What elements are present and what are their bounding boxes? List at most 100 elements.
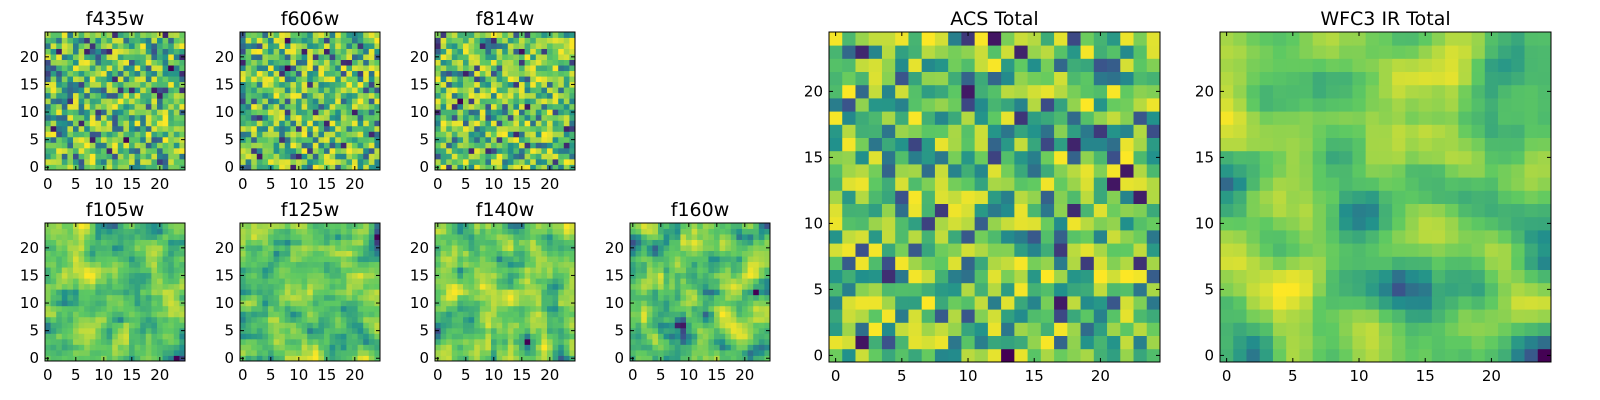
heatmap-cell (563, 87, 570, 94)
heatmap-cell (736, 267, 743, 274)
heatmap-cell (134, 98, 141, 105)
heatmap-cell (301, 294, 308, 301)
heatmap-cell (479, 76, 486, 83)
heatmap-cell (157, 261, 163, 268)
heatmap-cell (507, 344, 514, 351)
heatmap-cell (340, 81, 347, 88)
heatmap-cell (541, 267, 548, 274)
heatmap-cell (73, 147, 79, 154)
heatmap-cell (440, 70, 447, 77)
heatmap-cell (318, 65, 325, 72)
heatmap-cell (168, 147, 175, 154)
heatmap-cell (569, 349, 576, 356)
heatmap-cell (279, 234, 286, 240)
heatmap-cell (519, 109, 525, 116)
heatmap-cell (329, 48, 336, 55)
heatmap-cell (368, 278, 375, 285)
heatmap-cell (335, 234, 342, 240)
heatmap-cell (1093, 177, 1108, 191)
heatmap-cell (129, 278, 135, 285)
heatmap-cell (273, 65, 280, 72)
heatmap-cell (708, 278, 715, 285)
heatmap-cell (730, 256, 737, 263)
heatmap-cell (335, 316, 342, 323)
heatmap-cell (1093, 230, 1108, 244)
heatmap-cell (129, 289, 135, 296)
heatmap-cell (479, 267, 486, 274)
heatmap-cell (547, 87, 553, 94)
heatmap-cell (123, 114, 130, 121)
heatmap-cell (301, 250, 308, 257)
heatmap-cell (513, 223, 520, 229)
heatmap-cell (491, 92, 497, 99)
heatmap-cell (652, 294, 659, 301)
heatmap-cell (101, 289, 107, 296)
heatmap-cell (747, 294, 754, 301)
heatmap-cell (117, 283, 124, 290)
heatmap-cell (95, 120, 102, 127)
heatmap-cell (446, 109, 453, 116)
heatmap-cell (368, 256, 375, 263)
heatmap-cell (78, 37, 85, 44)
heatmap-cell (279, 32, 286, 38)
heatmap-cell (45, 158, 51, 165)
heatmap-cell (948, 230, 962, 244)
heatmap-cell (296, 70, 302, 77)
heatmap-cell (680, 338, 687, 345)
heatmap-cell (552, 283, 559, 290)
heatmap-cell (307, 355, 314, 362)
heatmap-cell (541, 142, 548, 149)
heatmap-cell (262, 98, 269, 105)
heatmap-cell (318, 349, 325, 356)
heatmap-cell (312, 316, 319, 323)
heatmap-cell (524, 245, 531, 251)
heatmap-cell (61, 87, 68, 94)
heatmap-cell (479, 245, 486, 251)
heatmap-cell (179, 87, 186, 94)
heatmap-cell (179, 70, 186, 77)
heatmap-cell (140, 316, 147, 323)
heatmap-cell (89, 120, 96, 127)
heatmap-cell (134, 76, 141, 83)
heatmap-cell (262, 234, 269, 240)
heatmap-cell (908, 335, 923, 350)
heatmap-cell (507, 228, 514, 235)
heatmap-cell (440, 65, 447, 72)
heatmap-cell (491, 70, 497, 77)
heatmap-cell (140, 239, 147, 246)
heatmap-cell (435, 311, 441, 318)
heatmap-cell (346, 305, 353, 312)
heatmap-cell (547, 228, 553, 235)
heatmap-cell (56, 158, 63, 165)
heatmap-cell (680, 223, 687, 229)
heatmap-cell (284, 333, 291, 340)
heatmap-cell (290, 37, 297, 44)
heatmap-cell (881, 335, 896, 350)
heatmap-cell (569, 153, 576, 160)
heatmap-cell (129, 239, 135, 246)
heatmap-cell (329, 92, 336, 99)
heatmap-cell (753, 333, 760, 340)
heatmap-cell (61, 300, 68, 307)
heatmap-cell (251, 256, 258, 263)
heatmap-cell (463, 234, 469, 240)
heatmap-cell (974, 309, 989, 323)
heatmap-cell (714, 316, 720, 323)
heatmap-cell (987, 230, 1002, 244)
heatmap-cell (162, 120, 169, 127)
heatmap-cell (363, 87, 370, 94)
heatmap-cell (368, 355, 375, 362)
heatmap-cell (268, 37, 274, 44)
heatmap-cell (1054, 309, 1068, 323)
heatmap-cell (290, 120, 297, 127)
heatmap-cell (284, 153, 291, 160)
heatmap-cell (552, 109, 559, 116)
heatmap-cell (368, 76, 375, 83)
heatmap-cell (45, 92, 51, 99)
heatmap-cell (112, 250, 119, 257)
heatmap-cell (251, 54, 258, 60)
heatmap-cell (719, 338, 726, 345)
heatmap-cell (106, 142, 113, 149)
heatmap-cell (507, 164, 514, 171)
heatmap-cell (558, 228, 565, 235)
